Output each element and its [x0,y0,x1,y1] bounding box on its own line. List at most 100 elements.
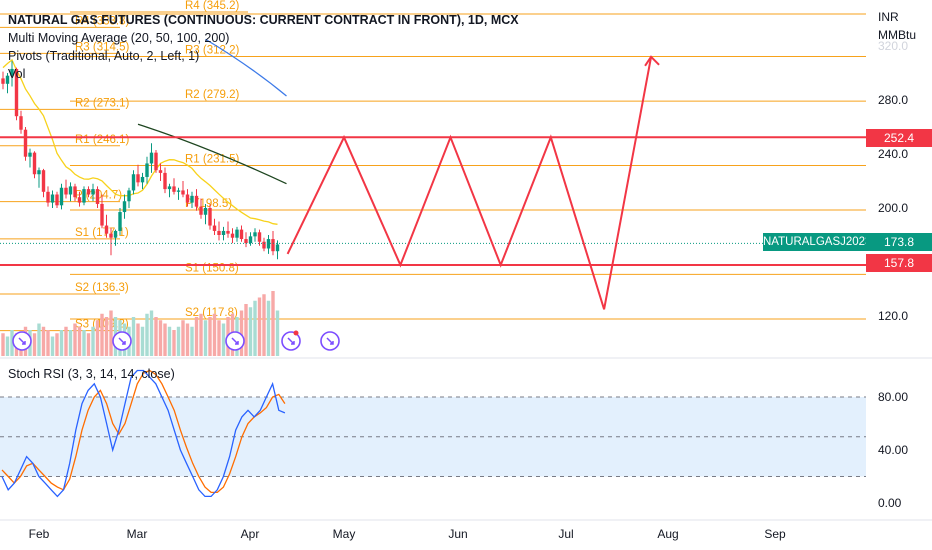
pivot-label: R4 (345.2) [185,0,240,12]
time-tick-label: Mar [127,527,148,541]
volume-bar [59,330,64,356]
quantity-unit: MMBtu [878,28,917,42]
candle-body [167,186,172,190]
ma-50-line [137,123,287,185]
candle-body [230,233,235,238]
candle-body [122,201,127,213]
volume-bar [275,310,280,356]
volume-bar [203,320,208,356]
candle-body [59,187,64,206]
ma-legend[interactable]: Multi Moving Average (20, 50, 100, 200) [8,31,230,45]
stoch-tick-label: 40.00 [878,443,908,457]
pivot-label: S2 (136.3) [75,282,129,294]
time-axis: Feb Mar Apr May Jun Jul Aug Sep [0,519,932,541]
symbol-title[interactable]: NATURAL GAS FUTURES (CONTINUOUS: CURRENT… [8,13,519,27]
volume-bar [266,300,271,356]
volume-bar [91,326,95,356]
volume-bar [172,330,176,356]
time-tick-label: Jun [448,527,467,541]
pivot-label: R1 (246.1) [75,134,130,146]
candle-body [194,195,199,207]
volume-bar [158,320,163,356]
pivots-legend[interactable]: Pivots (Traditional, Auto, 2, Left, 1) [8,49,200,63]
candle-body [226,230,230,234]
volume-bar [239,310,244,356]
volume-bar [221,323,226,356]
volume-bar [271,291,275,356]
candle-body [239,229,244,240]
candle-body [55,194,59,206]
volume-bar [244,304,248,356]
candle-body [172,186,176,192]
candle-body [181,190,185,195]
volume-bar [95,320,100,356]
volume-bar [68,330,73,356]
horizontal-levels [0,136,866,266]
volume-bar [50,336,55,356]
candle-body [136,174,140,183]
arrow-icon [18,337,26,345]
time-tick-label: Sep [764,527,786,541]
level-tag-upper: 252.4 [866,129,932,147]
candle-body [104,225,109,234]
time-tick-label: Aug [657,527,678,541]
volume-bar [140,326,145,356]
volume-bar [176,326,181,356]
candle-body [248,236,253,244]
stoch-rsi-pane: 80.00 40.00 0.00 [0,357,932,510]
volume-bar [262,294,266,356]
indicator-legend: NATURAL GAS FUTURES (CONTINUOUS: CURRENT… [8,11,519,83]
candle-body [235,229,239,238]
stoch-rsi-legend[interactable]: Stoch RSI (3, 3, 14, 14, close) [8,367,175,381]
stoch-tick-label: 0.00 [878,496,902,510]
pivot-label: R2 (279.2) [185,89,240,101]
vol-legend[interactable]: Vol [8,67,26,81]
volume-bar [136,323,140,356]
candle-body [64,187,68,195]
candle-body [271,239,275,252]
price-tick-label-partial: 320.0 [878,39,908,53]
candle-body [118,212,122,231]
stoch-d-line [1,369,286,494]
arrow-icon [118,337,126,345]
volume-bar [167,326,172,356]
candle-body [100,203,104,226]
candle-body [199,206,203,215]
candle-body [217,230,221,235]
candle-body [163,172,167,190]
projection-arrowhead [644,55,660,67]
candle-body [221,230,226,235]
candle-body [91,189,95,195]
candle-body [32,152,37,175]
candle-body [86,189,91,195]
pivot-label: S2 (117.8) [185,307,238,319]
volume-bar [145,313,149,356]
volume-bar [41,326,46,356]
candle-body [10,68,14,76]
time-tick-label: Apr [241,527,260,541]
candle-body [203,208,208,215]
candle-body [127,190,131,202]
volume-bar [86,333,91,356]
volume-bar [37,323,41,356]
candle-body [19,116,23,130]
volume-bar [253,300,257,356]
volume-bar [73,323,77,356]
pivot-label: R3 (312.2) [185,45,240,57]
volume-bar [5,336,10,356]
candle-body [212,225,217,231]
volume-bar [82,330,86,356]
price-axis: 280.0 240.0 200.0 120.0 320.0 [878,39,908,323]
time-tick-label: Feb [29,527,50,541]
candle-body [190,195,194,203]
candle-body [73,186,77,198]
candle-body [50,194,55,203]
volume-bar [163,323,167,356]
stoch-k-line [1,369,286,498]
volume-bar [100,313,104,356]
volume-bar [64,326,68,356]
volume-bar [212,313,217,356]
candle-body [41,170,46,192]
candle-body [185,194,190,203]
